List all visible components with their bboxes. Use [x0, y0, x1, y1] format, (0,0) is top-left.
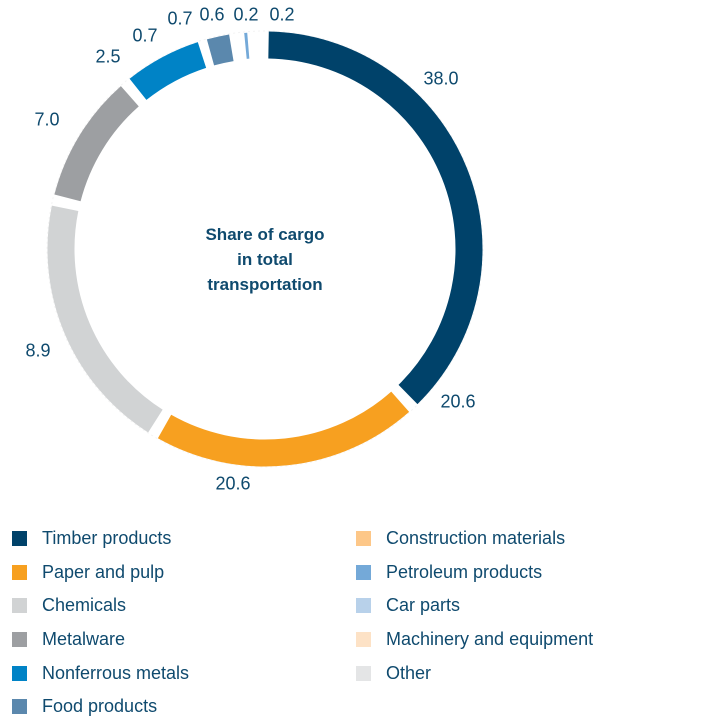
chart-center-title: Share of cargo in total transportation: [165, 222, 365, 297]
legend-item-nonferrous-metals: Nonferrous metals: [12, 656, 189, 690]
donut-chart: [46, 30, 484, 468]
legend-label: Construction materials: [386, 528, 566, 549]
legend-label: Metalware: [42, 629, 126, 650]
donut-guide-ring: [46, 30, 484, 468]
legend-item-petroleum-products: Petroleum products: [356, 556, 593, 590]
center-title-line-2: in total: [237, 250, 293, 269]
value-label-petroleum-products: 0.7: [167, 8, 193, 29]
legend-item-construction-materials: Construction materials: [356, 522, 593, 556]
value-label-timber-products: 38.0: [423, 68, 459, 89]
legend-label: Nonferrous metals: [42, 662, 190, 683]
donut-segment: [47, 205, 163, 433]
legend-label: Machinery and equipment: [386, 629, 594, 650]
donut-segments: [47, 31, 483, 467]
value-label-food-products: 2.5: [95, 46, 121, 67]
legend-column-right: Construction materials Petroleum product…: [356, 522, 593, 690]
legend-item-paper-and-pulp: Paper and pulp: [12, 556, 189, 590]
legend-label: Car parts: [386, 595, 461, 616]
value-label-machinery: 0.2: [233, 4, 259, 25]
value-label-other: 0.2: [269, 4, 295, 25]
legend-item-machinery-and-equipment: Machinery and equipment: [356, 623, 593, 657]
value-label-nonferrous-metals: 7.0: [34, 109, 60, 130]
donut-segment: [206, 34, 234, 66]
donut-segment: [268, 31, 483, 405]
legend-item-car-parts: Car parts: [356, 589, 593, 623]
donut-segment: [157, 391, 410, 467]
legend-swatch-icon: [12, 632, 27, 648]
value-label-metalware: 8.9: [25, 340, 51, 361]
legend-label: Food products: [42, 696, 158, 717]
center-title-line-3: transportation: [207, 275, 323, 294]
legend-swatch-icon: [356, 531, 371, 547]
donut-segment: [129, 42, 207, 101]
legend-swatch-icon: [12, 699, 27, 715]
value-label-car-parts: 0.6: [199, 4, 225, 25]
legend-label: Timber products: [42, 528, 172, 549]
legend-swatch-icon: [12, 564, 27, 580]
legend-swatch-icon: [356, 632, 371, 648]
legend-swatch-icon: [12, 598, 27, 614]
legend-label: Paper and pulp: [42, 561, 165, 582]
value-label-construction-materials: 0.7: [132, 25, 158, 46]
center-title-line-1: Share of cargo: [205, 225, 325, 244]
legend-column-left: Timber products Paper and pulp Chemicals…: [12, 522, 189, 724]
legend-swatch-icon: [12, 665, 27, 681]
legend-item-food-products: Food products: [12, 690, 189, 724]
legend-item-metalware: Metalware: [12, 623, 189, 657]
legend-swatch-icon: [356, 598, 371, 614]
legend-swatch-icon: [356, 665, 371, 681]
legend-item-other: Other: [356, 656, 593, 690]
legend-item-timber-products: Timber products: [12, 522, 189, 556]
value-label-chemicals: 20.6: [215, 473, 251, 494]
legend-label: Petroleum products: [386, 561, 543, 582]
legend-swatch-icon: [12, 531, 27, 547]
legend-swatch-icon: [356, 564, 371, 580]
legend-item-chemicals: Chemicals: [12, 589, 189, 623]
donut-segment: [54, 86, 139, 202]
legend-label: Chemicals: [42, 595, 127, 616]
value-label-paper-and-pulp: 20.6: [440, 391, 476, 412]
legend-label: Other: [386, 662, 432, 683]
